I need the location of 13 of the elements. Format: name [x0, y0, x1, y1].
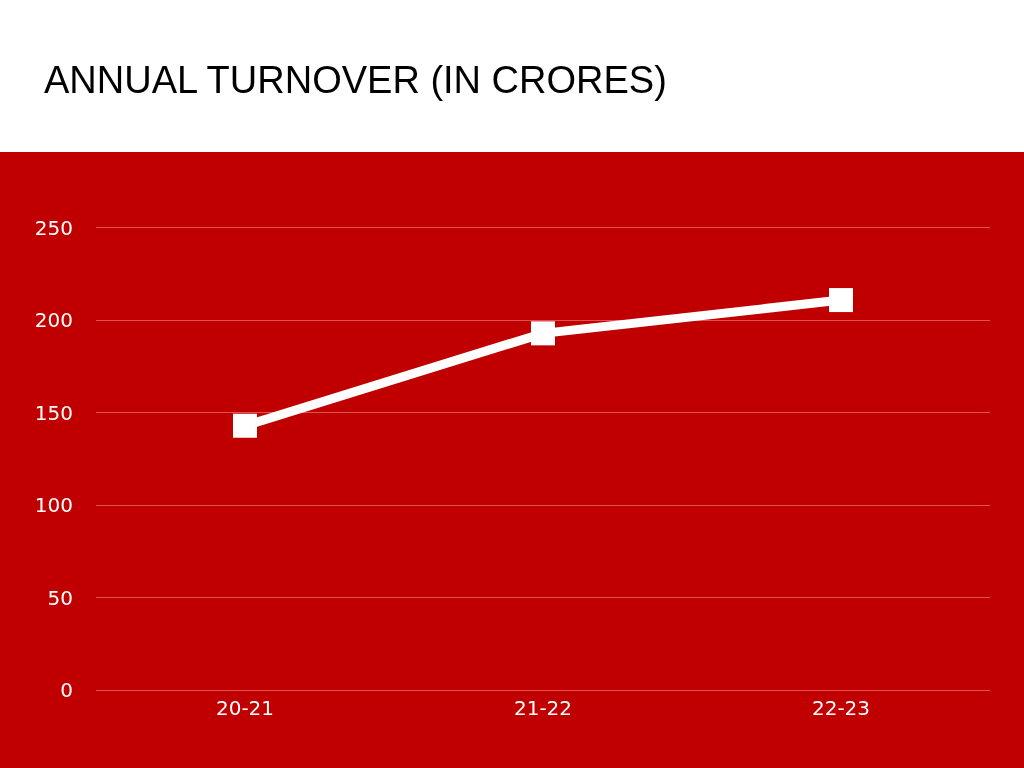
y-tick-label: 100	[34, 493, 73, 518]
point	[531, 321, 555, 346]
point	[233, 413, 257, 438]
chart-title: ANNUAL TURNOVER (IN CRORES)	[44, 59, 667, 102]
x-tick-label: 20-21	[215, 696, 275, 720]
y-tick-label: 50	[47, 585, 73, 610]
x-tick-label: 22-23	[811, 696, 871, 720]
y-tick-label: 150	[34, 400, 73, 425]
y-tick-label: 200	[34, 308, 73, 333]
y-tick-label: 250	[34, 216, 73, 240]
y-tick-label: 0	[60, 678, 73, 702]
point	[829, 288, 853, 313]
x-tick-label: 21-22	[513, 696, 573, 720]
